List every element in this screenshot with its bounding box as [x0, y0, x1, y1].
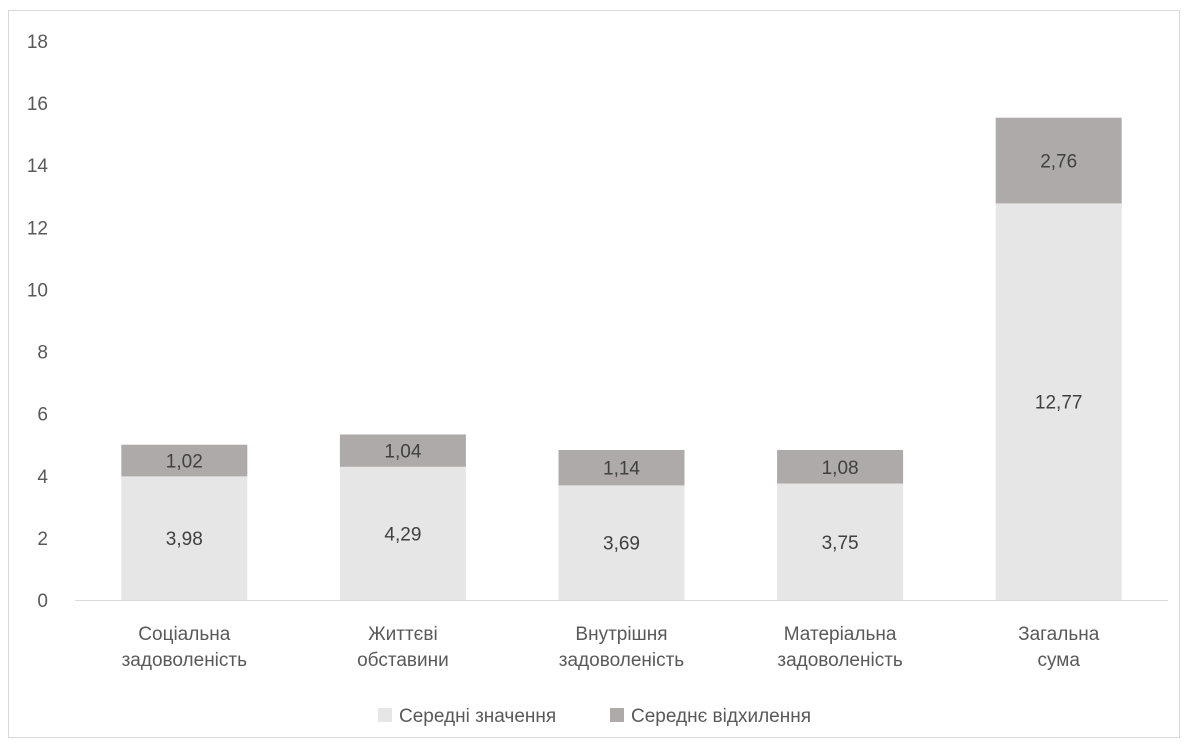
data-label: 2,76: [1040, 152, 1077, 173]
x-tick-label: задоволеність: [777, 650, 903, 671]
bar-segment: [558, 450, 685, 486]
bar-segment: [995, 117, 1122, 204]
legend-swatch: [610, 708, 624, 722]
bar-segment: [777, 483, 904, 600]
y-tick-label: 10: [27, 280, 48, 301]
bar-segment: [995, 203, 1122, 600]
data-label: 3,69: [603, 534, 640, 555]
data-label: 3,98: [166, 529, 203, 550]
data-label: 1,08: [822, 458, 859, 479]
bar-segment: [339, 434, 466, 467]
bar-segment: [121, 444, 248, 477]
y-tick-label: 16: [27, 94, 48, 115]
data-label: 1,04: [384, 442, 421, 463]
x-tick-label: Соціальна: [138, 624, 230, 645]
x-tick-label: задоволеність: [559, 650, 685, 671]
y-tick-label: 4: [37, 467, 48, 488]
legend-swatch: [378, 708, 392, 722]
x-tick-label: Загальна: [1018, 624, 1100, 645]
x-tick-label: сума: [1037, 650, 1080, 671]
x-tick-label: Життєві: [368, 624, 438, 645]
data-label: 4,29: [384, 524, 421, 545]
bar-segment: [339, 466, 466, 600]
legend-label: Середнє відхилення: [631, 706, 811, 727]
bar-segment: [777, 450, 904, 484]
data-label: 3,75: [822, 533, 859, 554]
x-tick-label: задоволеність: [122, 650, 248, 671]
data-label: 1,02: [166, 452, 203, 473]
legend-label: Середні значення: [399, 706, 556, 727]
bar-segment: [558, 485, 685, 600]
x-tick-label: Внутрішня: [575, 624, 667, 645]
y-tick-label: 14: [27, 156, 49, 177]
data-label: 1,14: [603, 459, 640, 480]
y-tick-label: 6: [37, 405, 48, 426]
data-label: 12,77: [1035, 393, 1083, 414]
y-tick-label: 8: [37, 343, 48, 364]
x-tick-label: обставини: [357, 650, 449, 671]
y-tick-label: 2: [37, 529, 48, 550]
bar-segment: [121, 476, 248, 600]
y-tick-label: 0: [37, 591, 48, 612]
y-tick-label: 12: [27, 218, 48, 239]
chart-frame: [8, 10, 1180, 738]
x-tick-label: Матеріальна: [784, 624, 897, 645]
y-tick-label: 18: [27, 32, 48, 53]
